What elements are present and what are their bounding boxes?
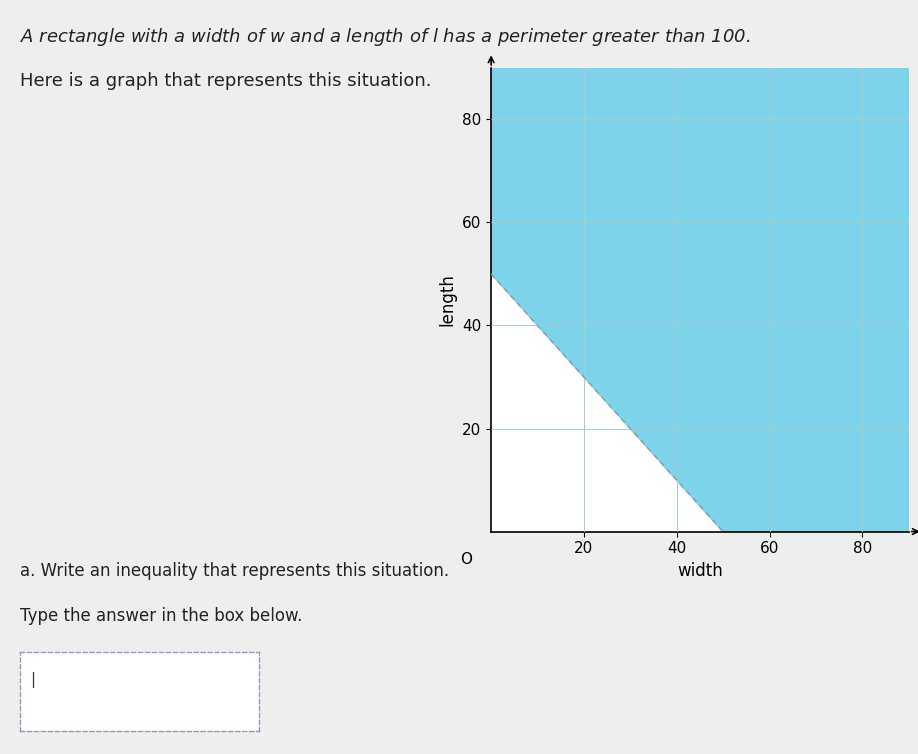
- Text: Type the answer in the box below.: Type the answer in the box below.: [20, 607, 303, 625]
- Text: a. Write an inequality that represents this situation.: a. Write an inequality that represents t…: [20, 562, 449, 580]
- X-axis label: width: width: [677, 562, 722, 580]
- Text: |: |: [29, 672, 35, 688]
- Text: A rectangle with a width of $w$ and a length of $l$ has a perimeter greater than: A rectangle with a width of $w$ and a le…: [20, 26, 751, 48]
- Polygon shape: [491, 68, 909, 532]
- Text: O: O: [461, 552, 473, 567]
- Text: Here is a graph that represents this situation.: Here is a graph that represents this sit…: [20, 72, 431, 90]
- Y-axis label: length: length: [439, 273, 456, 326]
